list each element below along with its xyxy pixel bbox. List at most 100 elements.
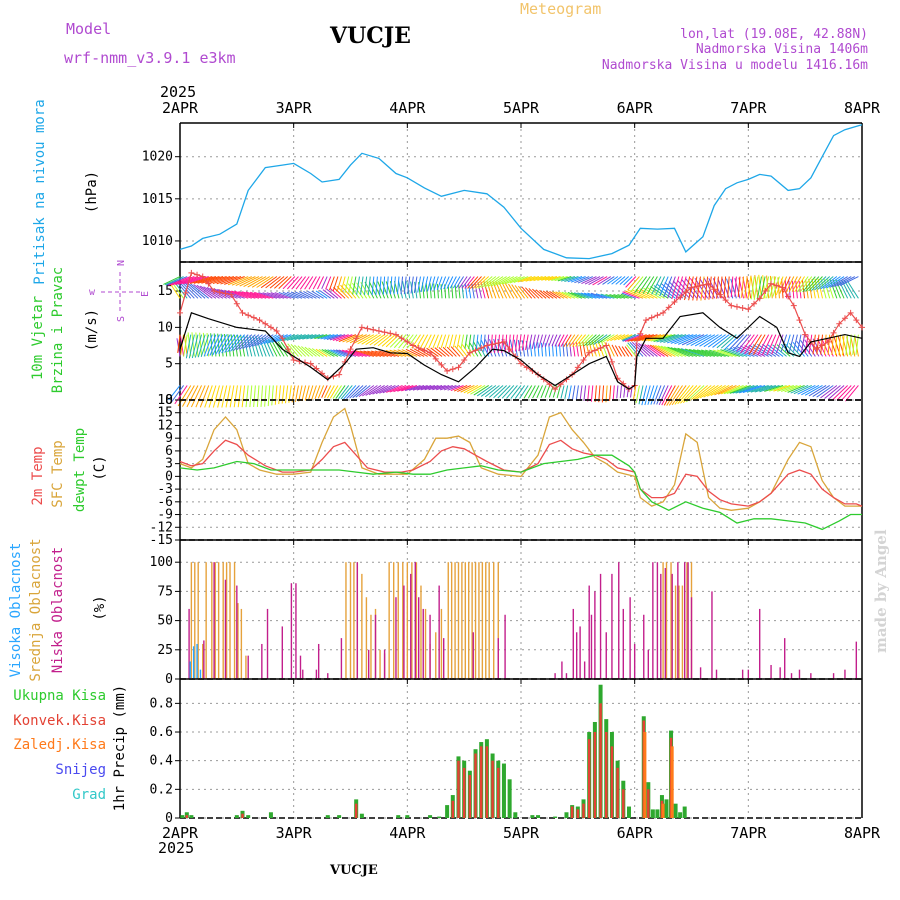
wind-barb — [641, 343, 658, 357]
wind-barb — [727, 276, 730, 298]
wind-barb — [352, 350, 371, 357]
cloud-titles: Visoka Oblacnost Srednja Oblacnost Niska… — [8, 538, 108, 681]
wind-barb — [439, 385, 453, 391]
wind-barb — [791, 276, 802, 292]
wind-barb — [579, 385, 583, 401]
wind-barb — [239, 276, 260, 287]
wind-barb — [304, 276, 314, 290]
wind-barb — [564, 276, 579, 282]
temp-ytick-label: 9 — [165, 431, 173, 446]
wind-barb — [229, 385, 235, 408]
wind-barb — [744, 345, 766, 357]
precip-bar — [428, 815, 433, 818]
wind-barb — [493, 338, 500, 357]
wind-barb — [220, 276, 242, 285]
wind-barb — [657, 345, 680, 357]
wind-barb — [746, 276, 752, 299]
temp-ytick-label: -12 — [150, 520, 173, 535]
wind-barb — [364, 281, 375, 299]
x-label-top: 8APR — [844, 99, 881, 117]
wind-barb — [676, 279, 694, 299]
precip-bar — [268, 812, 273, 818]
wind-barb — [605, 293, 619, 299]
wind-barb — [432, 334, 439, 349]
wind-barb — [800, 334, 806, 353]
wind-barb — [616, 385, 619, 399]
cloud-low-title: Niska Oblacnost — [50, 547, 66, 673]
precip-bar — [185, 815, 189, 818]
temp-sfc-title: SFC Temp — [50, 440, 66, 507]
wind-barb — [256, 385, 260, 407]
wind-barb — [619, 276, 630, 285]
wind-barb — [620, 293, 633, 299]
wind-gust-marker — [608, 358, 615, 365]
wind-barb — [587, 385, 590, 402]
wind-barb — [631, 289, 651, 299]
wind-barb — [361, 334, 378, 345]
wind-barb — [793, 334, 798, 352]
wind-barb — [630, 276, 644, 292]
wind-barb — [454, 285, 457, 299]
x-label-top: 5APR — [503, 99, 540, 117]
wind-barb — [771, 334, 780, 355]
wind-barb — [274, 276, 289, 289]
wind-barb — [752, 334, 766, 355]
wind-barb — [831, 334, 834, 356]
wind-barb — [265, 276, 281, 289]
wind-barb — [847, 280, 859, 299]
wind-barb — [414, 281, 418, 299]
wind-barb — [581, 276, 597, 285]
wind-barb — [260, 334, 278, 345]
wind-barb — [710, 385, 730, 397]
wind-barb — [502, 276, 518, 285]
wind-barb — [625, 276, 637, 288]
wind-barb — [574, 292, 590, 299]
wind-barb — [797, 334, 802, 352]
wind-barb — [525, 334, 529, 351]
precip-bar — [479, 746, 483, 818]
wind-gust-marker — [353, 335, 360, 342]
wind-barb — [723, 276, 727, 298]
wind-barb — [588, 276, 604, 286]
wind-barb — [769, 275, 773, 299]
wind-titles: 10m Vjetar Brzina i Pravac (m/s) N w E S — [30, 260, 151, 393]
wind-barb — [759, 384, 780, 393]
wind-barb — [429, 283, 432, 299]
wind-barb — [338, 349, 357, 357]
wind-barb — [196, 284, 217, 299]
wind-barb — [663, 276, 673, 298]
wind-barb — [455, 276, 464, 289]
wind-barb — [624, 346, 633, 357]
station-title: VUCJE — [329, 23, 411, 49]
wind-barb — [497, 385, 511, 399]
wind-barb — [649, 344, 669, 357]
wind-barb — [295, 276, 307, 290]
wind-barb — [685, 385, 705, 403]
wind-barb — [560, 334, 569, 347]
precip-bar — [599, 703, 602, 818]
wind-barb — [450, 385, 464, 392]
cloud-unit: (%) — [92, 595, 108, 620]
wind-gust-marker — [273, 328, 280, 334]
wind-barb — [836, 385, 852, 401]
wind-barb — [521, 334, 526, 351]
wind-barb — [504, 283, 515, 299]
wind-barb — [428, 384, 443, 391]
wind-barb — [373, 334, 389, 346]
wind-barb — [684, 348, 708, 357]
wind-barb — [757, 334, 770, 356]
wind-barb — [247, 276, 267, 288]
wind-barb — [787, 385, 805, 393]
wind-barb — [568, 385, 572, 400]
wind-barb — [486, 334, 490, 353]
wind-barb — [544, 385, 551, 398]
wind-barb — [463, 385, 479, 394]
precip-bar — [664, 799, 669, 818]
precip-conv-title: Konvek.Kisa — [13, 713, 106, 729]
wind-barb — [688, 348, 712, 357]
wind-barb — [535, 334, 540, 349]
wind-barb — [696, 385, 716, 400]
wind-barb — [267, 385, 271, 407]
precip-bar — [507, 779, 512, 818]
wind-gust-marker — [250, 314, 257, 321]
